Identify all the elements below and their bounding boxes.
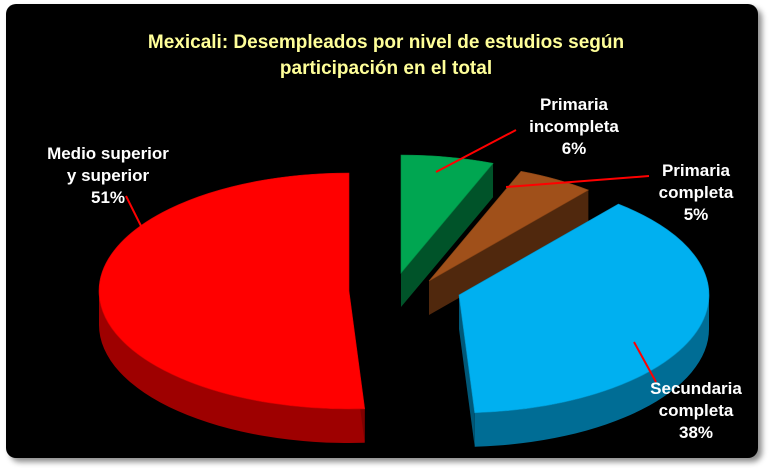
pie-slice-edge bbox=[459, 295, 475, 447]
pie-slice-3 bbox=[98, 172, 366, 443]
leader-line bbox=[125, 195, 162, 267]
slice-label: Primaria incompleta 6% bbox=[529, 95, 619, 158]
pie-slice-top bbox=[98, 172, 366, 410]
pie-chart: Mexicali: Desempleados por nivel de estu… bbox=[47, 32, 742, 447]
pie-slice-edge bbox=[429, 190, 589, 315]
leader-line bbox=[633, 341, 657, 383]
leader-line bbox=[505, 175, 650, 188]
chart-title-line-1: Mexicali: Desempleados por nivel de estu… bbox=[148, 32, 624, 53]
pie-slice-top bbox=[400, 154, 494, 274]
pie-slice-side bbox=[474, 295, 709, 447]
pie-slice-edge bbox=[401, 163, 494, 307]
chart-title-line-2: participación en el total bbox=[280, 58, 492, 79]
pie-slice-1 bbox=[428, 170, 590, 315]
slice-label: Secundaria completa 38% bbox=[650, 379, 742, 442]
slice-label: Primaria completa 5% bbox=[659, 161, 734, 224]
pie-slice-2 bbox=[458, 203, 710, 447]
slice-label: Medio superior y superior 51% bbox=[47, 144, 169, 207]
leader-line bbox=[435, 129, 517, 173]
chart-frame: Mexicali: Desempleados por nivel de estu… bbox=[6, 4, 758, 458]
pie-slice-side bbox=[99, 291, 365, 443]
pie-slice-top bbox=[458, 203, 710, 414]
pie-slice-0 bbox=[400, 154, 494, 307]
pie-slice-top bbox=[428, 170, 590, 282]
